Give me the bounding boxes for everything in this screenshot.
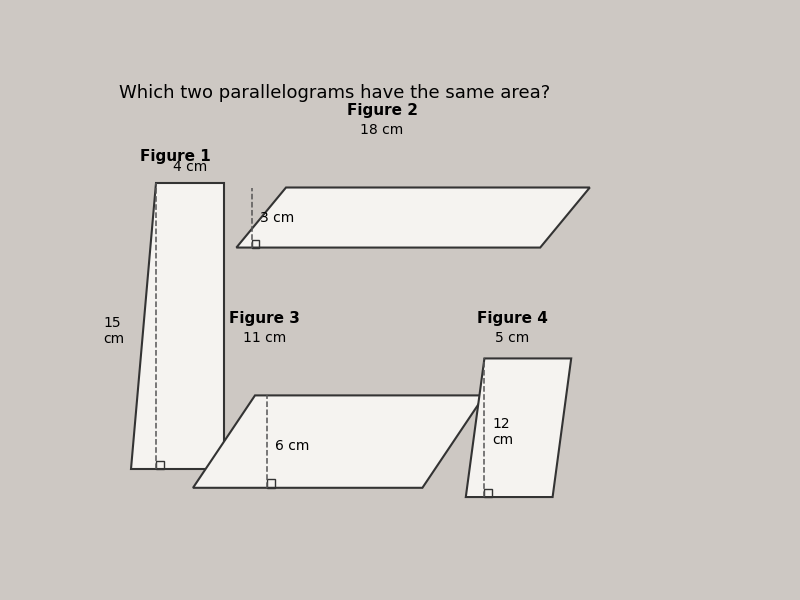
Text: 15
cm: 15 cm: [103, 316, 124, 346]
Text: Figure 2: Figure 2: [346, 103, 418, 118]
Text: Which two parallelograms have the same area?: Which two parallelograms have the same a…: [118, 83, 550, 101]
Polygon shape: [237, 187, 590, 248]
Text: 11 cm: 11 cm: [242, 331, 286, 344]
Text: 18 cm: 18 cm: [361, 122, 404, 137]
Text: 4 cm: 4 cm: [173, 160, 207, 173]
Polygon shape: [131, 183, 224, 469]
Text: 12
cm: 12 cm: [493, 417, 514, 448]
Text: 5 cm: 5 cm: [495, 331, 530, 344]
Text: Figure 3: Figure 3: [229, 311, 300, 326]
Polygon shape: [193, 395, 485, 488]
Text: 6 cm: 6 cm: [275, 439, 310, 453]
Text: Figure 4: Figure 4: [477, 311, 548, 326]
Polygon shape: [466, 358, 571, 497]
Text: Figure 1: Figure 1: [140, 149, 211, 164]
Text: 3 cm: 3 cm: [260, 211, 294, 224]
